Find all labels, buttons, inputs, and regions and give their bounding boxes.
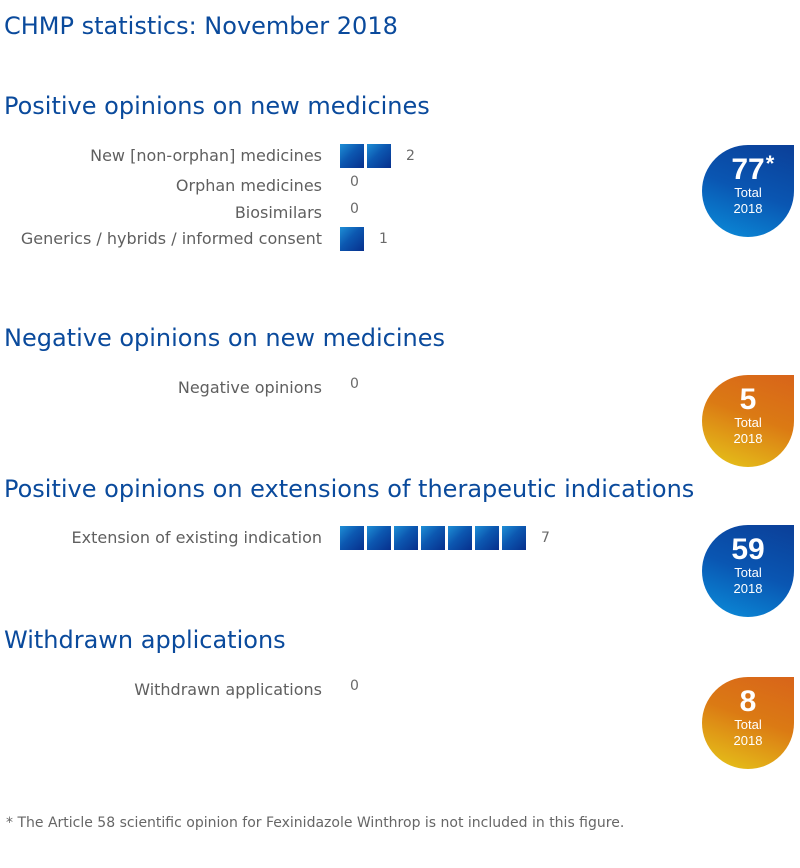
row-biosimilars: Biosimilars 0 bbox=[0, 201, 700, 227]
badge-number: 8 bbox=[739, 685, 757, 718]
row-value: 0 bbox=[350, 174, 359, 190]
badge-label: Total bbox=[734, 185, 762, 200]
bar-unit bbox=[367, 526, 391, 550]
row-label: Orphan medicines bbox=[175, 176, 322, 195]
page-title: CHMP statistics: November 2018 bbox=[4, 12, 398, 40]
asterisk-icon: * bbox=[765, 151, 775, 176]
badge-label: Total bbox=[734, 565, 762, 580]
bar-group: 2 bbox=[340, 144, 415, 168]
bar-unit bbox=[340, 144, 364, 168]
badge-number-value: 77 bbox=[731, 153, 765, 186]
row-new-non-orphan: New [non-orphan] medicines 2 bbox=[0, 144, 700, 170]
bar-unit bbox=[340, 227, 364, 251]
bar-unit bbox=[394, 526, 418, 550]
badge-year: 2018 bbox=[733, 733, 763, 748]
total-badge-positive-new: 77 * Total 2018 bbox=[702, 145, 794, 237]
bar-unit bbox=[340, 526, 364, 550]
badge-year: 2018 bbox=[733, 201, 763, 216]
bar-unit bbox=[502, 526, 526, 550]
total-badge-negative-new: 5 Total 2018 bbox=[702, 375, 794, 467]
row-label: Extension of existing indication bbox=[71, 528, 323, 547]
row-value: 7 bbox=[541, 530, 550, 546]
bar-group: 1 bbox=[340, 227, 388, 251]
row-value: 1 bbox=[379, 231, 388, 247]
bar-group: 7 bbox=[340, 526, 550, 550]
bar-unit bbox=[448, 526, 472, 550]
row-label: Generics / hybrids / informed consent bbox=[20, 229, 322, 248]
row-value: 0 bbox=[350, 376, 359, 392]
row-value: 2 bbox=[406, 148, 415, 164]
row-value: 0 bbox=[350, 678, 359, 694]
badge-number: 59 bbox=[731, 533, 765, 566]
row-label: Negative opinions bbox=[177, 378, 322, 397]
row-label: Withdrawn applications bbox=[134, 680, 322, 699]
row-withdrawn: Withdrawn applications 0 bbox=[0, 678, 700, 704]
badge-label: Total bbox=[734, 717, 762, 732]
row-generics: Generics / hybrids / informed consent 1 bbox=[0, 227, 700, 253]
section-heading-withdrawn: Withdrawn applications bbox=[4, 626, 286, 654]
badge-year: 2018 bbox=[733, 581, 763, 596]
row-label: Biosimilars bbox=[234, 203, 322, 222]
badge-number: 77 * bbox=[702, 151, 794, 186]
row-negative-opinions: Negative opinions 0 bbox=[0, 376, 700, 402]
section-heading-extensions: Positive opinions on extensions of thera… bbox=[4, 475, 695, 503]
total-badge-withdrawn: 8 Total 2018 bbox=[702, 677, 794, 769]
badge-number: 5 bbox=[739, 383, 757, 416]
bar-unit bbox=[421, 526, 445, 550]
section-heading-negative-new: Negative opinions on new medicines bbox=[4, 324, 445, 352]
bar-unit bbox=[367, 144, 391, 168]
footnote: * The Article 58 scientific opinion for … bbox=[6, 815, 625, 831]
row-orphan: Orphan medicines 0 bbox=[0, 174, 700, 200]
row-label: New [non-orphan] medicines bbox=[90, 146, 322, 165]
section-heading-positive-new: Positive opinions on new medicines bbox=[4, 92, 430, 120]
bar-unit bbox=[475, 526, 499, 550]
row-extension-existing: Extension of existing indication 7 bbox=[0, 526, 700, 552]
badge-year: 2018 bbox=[733, 431, 763, 446]
badge-label: Total bbox=[734, 415, 762, 430]
row-value: 0 bbox=[350, 201, 359, 217]
total-badge-extensions: 59 Total 2018 bbox=[702, 525, 794, 617]
